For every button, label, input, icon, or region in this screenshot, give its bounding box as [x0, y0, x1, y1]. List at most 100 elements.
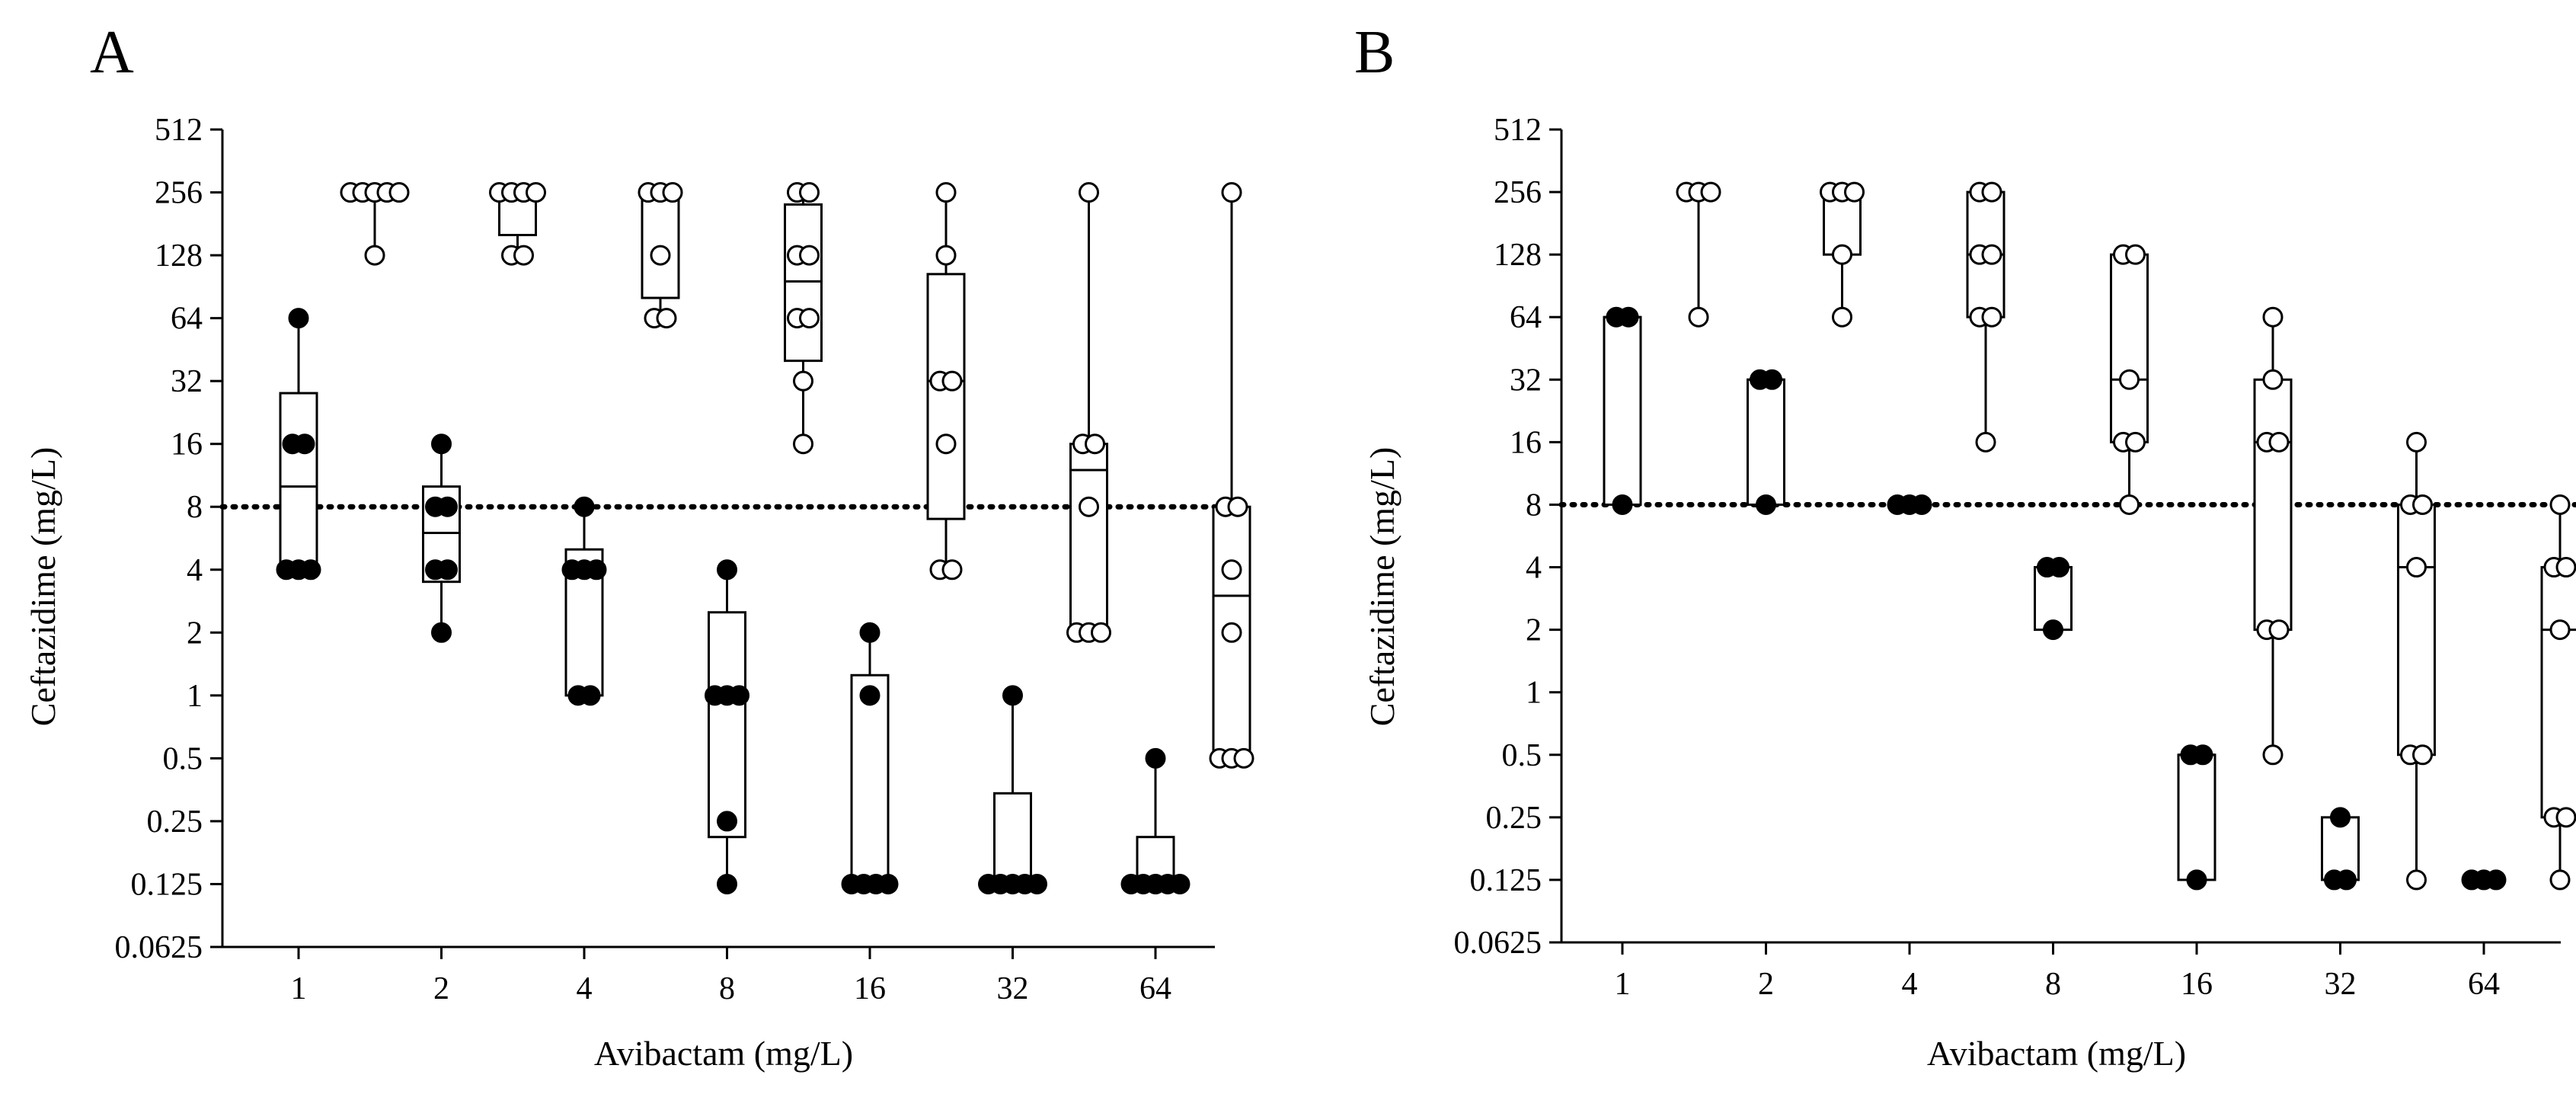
filled-data-point: [1757, 495, 1775, 513]
filled-box-32: [2322, 808, 2359, 889]
box-iqr: [280, 393, 317, 570]
y-tick-label: 64: [171, 302, 203, 337]
box-iqr: [709, 613, 746, 837]
y-tick-label: 0.0625: [1454, 926, 1542, 961]
x-tick-label: 1: [291, 971, 307, 1006]
x-tick-label: 16: [854, 971, 886, 1006]
y-tick-label: 0.25: [147, 805, 203, 840]
filled-box-8: [2035, 558, 2072, 639]
open-data-point: [2408, 871, 2426, 889]
open-data-point: [1235, 749, 1253, 767]
open-data-point: [1983, 183, 2001, 201]
y-tick-label: 128: [1494, 238, 1542, 273]
open-box-16: [928, 184, 964, 579]
open-data-point: [2264, 308, 2282, 326]
box-iqr: [2178, 755, 2215, 880]
panel-b: B Ceftazidime (mg/L) Avibactam (mg/L) 51…: [1354, 19, 2576, 1073]
y-tick-label: 512: [155, 113, 203, 148]
open-data-point: [1977, 433, 1995, 451]
y-tick-label: 128: [155, 238, 203, 274]
open-box-32: [1068, 184, 1111, 642]
x-tick-label: 2: [433, 971, 449, 1006]
filled-box-2: [1748, 370, 1785, 513]
box-iqr: [995, 793, 1031, 884]
filled-box-8: [706, 561, 749, 894]
filled-data-point: [581, 686, 599, 705]
filled-data-point: [1171, 875, 1189, 893]
y-tick-label: 64: [1510, 300, 1542, 335]
filled-data-point: [718, 561, 737, 579]
box-iqr: [2399, 504, 2435, 754]
y-tick-label: 8: [1526, 488, 1542, 523]
open-data-point: [1080, 497, 1098, 516]
open-data-point: [2264, 370, 2282, 389]
box-iqr: [1071, 444, 1107, 633]
open-data-point: [657, 309, 676, 328]
open-data-point: [651, 246, 670, 264]
open-data-point: [2551, 871, 2569, 889]
open-data-point: [937, 246, 955, 264]
y-tick-label: 512: [1494, 113, 1542, 148]
open-data-point: [1689, 308, 1708, 326]
open-data-point: [527, 184, 545, 202]
filled-data-point: [879, 875, 897, 893]
open-data-point: [1702, 183, 1720, 201]
open-data-point: [2270, 621, 2288, 639]
filled-box-1: [277, 309, 320, 579]
y-tick-label: 16: [1510, 425, 1542, 460]
filled-data-point: [2044, 621, 2063, 639]
filled-data-point: [730, 686, 749, 705]
open-data-point: [2557, 558, 2575, 577]
y-tick-label: 0.125: [1470, 863, 1542, 898]
filled-data-point: [1613, 495, 1632, 513]
panel-b-label: B: [1354, 19, 1395, 86]
filled-data-point: [2332, 808, 2350, 827]
y-tick-label: 2: [1526, 613, 1542, 648]
y-tick-label: 0.0625: [115, 930, 203, 965]
x-tick-label: 32: [997, 971, 1029, 1006]
open-box-1: [341, 184, 408, 265]
x-tick-label: 64: [2468, 967, 2500, 1002]
open-data-point: [1983, 245, 2001, 264]
open-data-point: [794, 435, 813, 453]
box-iqr: [1604, 317, 1641, 504]
filled-data-point: [439, 497, 457, 516]
panel-a: A Ceftazidime (mg/L) Avibactam (mg/L) 51…: [24, 19, 1253, 1073]
open-box-64: [1210, 184, 1253, 768]
y-tick-label: 1: [187, 679, 203, 714]
open-data-point: [1086, 435, 1104, 453]
open-data-point: [366, 246, 384, 264]
box-iqr: [2255, 379, 2291, 629]
box-iqr: [785, 204, 822, 360]
y-tick-label: 32: [171, 364, 203, 399]
x-tick-label: 8: [719, 971, 735, 1006]
filled-box-1: [1604, 308, 1641, 513]
filled-data-point: [587, 561, 606, 579]
filled-data-point: [2188, 871, 2206, 889]
y-tick-label: 4: [187, 553, 203, 588]
filled-data-point: [439, 561, 457, 579]
open-data-point: [2121, 495, 2139, 513]
open-box-8: [785, 184, 822, 453]
open-data-point: [2551, 495, 2569, 513]
y-tick-label: 256: [1494, 175, 1542, 210]
filled-data-point: [861, 686, 879, 705]
filled-box-64: [2463, 871, 2505, 889]
open-data-point: [1833, 245, 1852, 264]
open-box-2: [1821, 183, 1864, 326]
x-tick-label: 32: [2325, 967, 2357, 1002]
open-data-point: [801, 246, 819, 264]
open-data-point: [937, 435, 955, 453]
filled-data-point: [718, 875, 737, 893]
open-data-point: [1846, 183, 1864, 201]
box-iqr: [2542, 568, 2576, 817]
filled-data-point: [1619, 308, 1638, 326]
x-tick-label: 4: [1902, 967, 1918, 1002]
open-box-32: [2399, 433, 2435, 889]
open-box-16: [2255, 308, 2291, 764]
panel-a-label: A: [90, 19, 134, 86]
open-data-point: [2408, 433, 2426, 451]
open-data-point: [1983, 308, 2001, 326]
panel-a-y-axis-title: Ceftazidime (mg/L): [24, 447, 62, 727]
